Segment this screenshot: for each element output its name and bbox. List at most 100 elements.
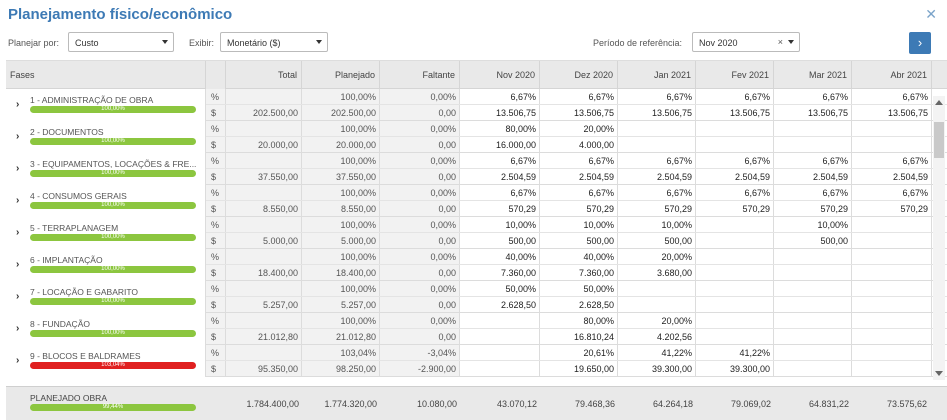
month-cell[interactable]: 500,00: [618, 233, 696, 248]
month-cell[interactable]: 16.000,00: [460, 137, 540, 152]
month-cell[interactable]: [618, 281, 696, 296]
month-cell[interactable]: 570,29: [618, 201, 696, 216]
month-cell[interactable]: 6,67%: [618, 153, 696, 168]
month-cell[interactable]: 39.300,00: [618, 361, 696, 376]
month-cell[interactable]: [696, 265, 774, 280]
month-cell[interactable]: 2.504,59: [540, 169, 618, 184]
month-cell[interactable]: [852, 233, 932, 248]
month-cell[interactable]: [774, 361, 852, 376]
expand-chevron-icon[interactable]: ›: [16, 99, 20, 110]
month-cell[interactable]: [774, 265, 852, 280]
month-cell[interactable]: 41,22%: [696, 345, 774, 360]
vertical-scrollbar[interactable]: [933, 96, 945, 380]
col-planejado[interactable]: Planejado: [302, 61, 380, 89]
month-cell[interactable]: 6,67%: [460, 185, 540, 200]
month-cell[interactable]: 6,67%: [460, 89, 540, 104]
month-cell[interactable]: 6,67%: [618, 89, 696, 104]
month-cell[interactable]: [696, 281, 774, 296]
month-cell[interactable]: 6,67%: [852, 89, 932, 104]
month-cell[interactable]: [460, 313, 540, 328]
month-cell[interactable]: [852, 313, 932, 328]
col-month[interactable]: Mar 2021: [774, 61, 852, 89]
month-cell[interactable]: [696, 329, 774, 344]
month-cell[interactable]: 6,67%: [540, 89, 618, 104]
month-cell[interactable]: 500,00: [540, 233, 618, 248]
month-cell[interactable]: [774, 329, 852, 344]
month-cell[interactable]: [618, 121, 696, 136]
month-cell[interactable]: 19.650,00: [540, 361, 618, 376]
col-fases[interactable]: Fases: [6, 61, 206, 89]
col-month[interactable]: Dez 2020: [540, 61, 618, 89]
month-cell[interactable]: 3.680,00: [618, 265, 696, 280]
month-cell[interactable]: 2.504,59: [618, 169, 696, 184]
expand-chevron-icon[interactable]: ›: [16, 131, 20, 142]
month-cell[interactable]: [852, 345, 932, 360]
month-cell[interactable]: [696, 137, 774, 152]
month-cell[interactable]: [852, 217, 932, 232]
month-cell[interactable]: 2.504,59: [460, 169, 540, 184]
month-cell[interactable]: [618, 297, 696, 312]
month-cell[interactable]: 80,00%: [460, 121, 540, 136]
clear-icon[interactable]: ×: [777, 37, 783, 47]
month-cell[interactable]: [852, 361, 932, 376]
month-cell[interactable]: [696, 217, 774, 232]
planejar-select[interactable]: Custo: [68, 32, 174, 52]
month-cell[interactable]: [774, 345, 852, 360]
month-cell[interactable]: 10,00%: [774, 217, 852, 232]
apply-button[interactable]: ›: [909, 32, 931, 54]
expand-chevron-icon[interactable]: ›: [16, 355, 20, 366]
month-cell[interactable]: 6,67%: [696, 185, 774, 200]
month-cell[interactable]: 7.360,00: [460, 265, 540, 280]
col-month[interactable]: Abr 2021: [852, 61, 932, 89]
month-cell[interactable]: 13.506,75: [460, 105, 540, 120]
expand-chevron-icon[interactable]: ›: [16, 227, 20, 238]
col-month[interactable]: Jan 2021: [618, 61, 696, 89]
month-cell[interactable]: 10,00%: [618, 217, 696, 232]
month-cell[interactable]: 500,00: [774, 233, 852, 248]
month-cell[interactable]: 2.504,59: [774, 169, 852, 184]
exibir-select[interactable]: Monetário ($): [220, 32, 328, 52]
month-cell[interactable]: 20,61%: [540, 345, 618, 360]
scroll-thumb[interactable]: [934, 122, 944, 158]
month-cell[interactable]: 570,29: [460, 201, 540, 216]
col-month[interactable]: Nov 2020: [460, 61, 540, 89]
month-cell[interactable]: 50,00%: [460, 281, 540, 296]
month-cell[interactable]: 6,67%: [852, 153, 932, 168]
month-cell[interactable]: [852, 281, 932, 296]
col-month[interactable]: Fev 2021: [696, 61, 774, 89]
expand-chevron-icon[interactable]: ›: [16, 323, 20, 334]
month-cell[interactable]: 2.628,50: [460, 297, 540, 312]
month-cell[interactable]: [774, 281, 852, 296]
month-cell[interactable]: 570,29: [774, 201, 852, 216]
month-cell[interactable]: 6,67%: [696, 153, 774, 168]
month-cell[interactable]: 570,29: [852, 201, 932, 216]
expand-chevron-icon[interactable]: ›: [16, 163, 20, 174]
month-cell[interactable]: 7.360,00: [540, 265, 618, 280]
month-cell[interactable]: 13.506,75: [618, 105, 696, 120]
month-cell[interactable]: [774, 297, 852, 312]
month-cell[interactable]: 6,67%: [460, 153, 540, 168]
month-cell[interactable]: [774, 137, 852, 152]
month-cell[interactable]: 13.506,75: [696, 105, 774, 120]
month-cell[interactable]: 50,00%: [540, 281, 618, 296]
month-cell[interactable]: [460, 329, 540, 344]
month-cell[interactable]: 20,00%: [618, 249, 696, 264]
month-cell[interactable]: [774, 249, 852, 264]
month-cell[interactable]: 570,29: [696, 201, 774, 216]
month-cell[interactable]: [696, 313, 774, 328]
month-cell[interactable]: 4.202,56: [618, 329, 696, 344]
expand-chevron-icon[interactable]: ›: [16, 195, 20, 206]
close-icon[interactable]: ✕: [925, 6, 937, 22]
month-cell[interactable]: 13.506,75: [774, 105, 852, 120]
month-cell[interactable]: 6,67%: [540, 153, 618, 168]
month-cell[interactable]: [774, 121, 852, 136]
month-cell[interactable]: 16.810,24: [540, 329, 618, 344]
col-total[interactable]: Total: [226, 61, 302, 89]
expand-chevron-icon[interactable]: ›: [16, 291, 20, 302]
month-cell[interactable]: 570,29: [540, 201, 618, 216]
month-cell[interactable]: [852, 121, 932, 136]
month-cell[interactable]: [852, 249, 932, 264]
month-cell[interactable]: 2.504,59: [852, 169, 932, 184]
month-cell[interactable]: [618, 137, 696, 152]
month-cell[interactable]: [852, 265, 932, 280]
